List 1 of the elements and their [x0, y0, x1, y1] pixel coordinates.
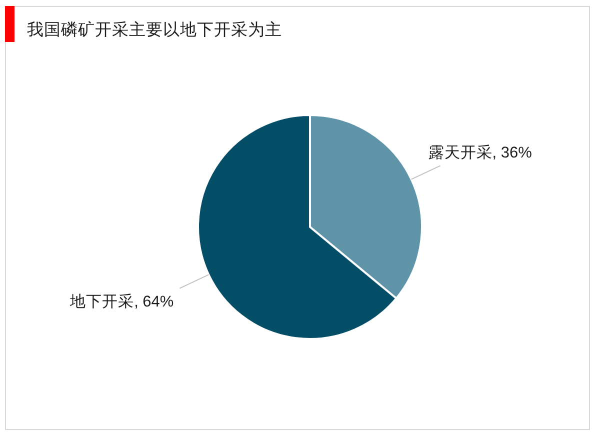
chart-title: 我国磷矿开采主要以地下开采为主 — [27, 20, 282, 39]
